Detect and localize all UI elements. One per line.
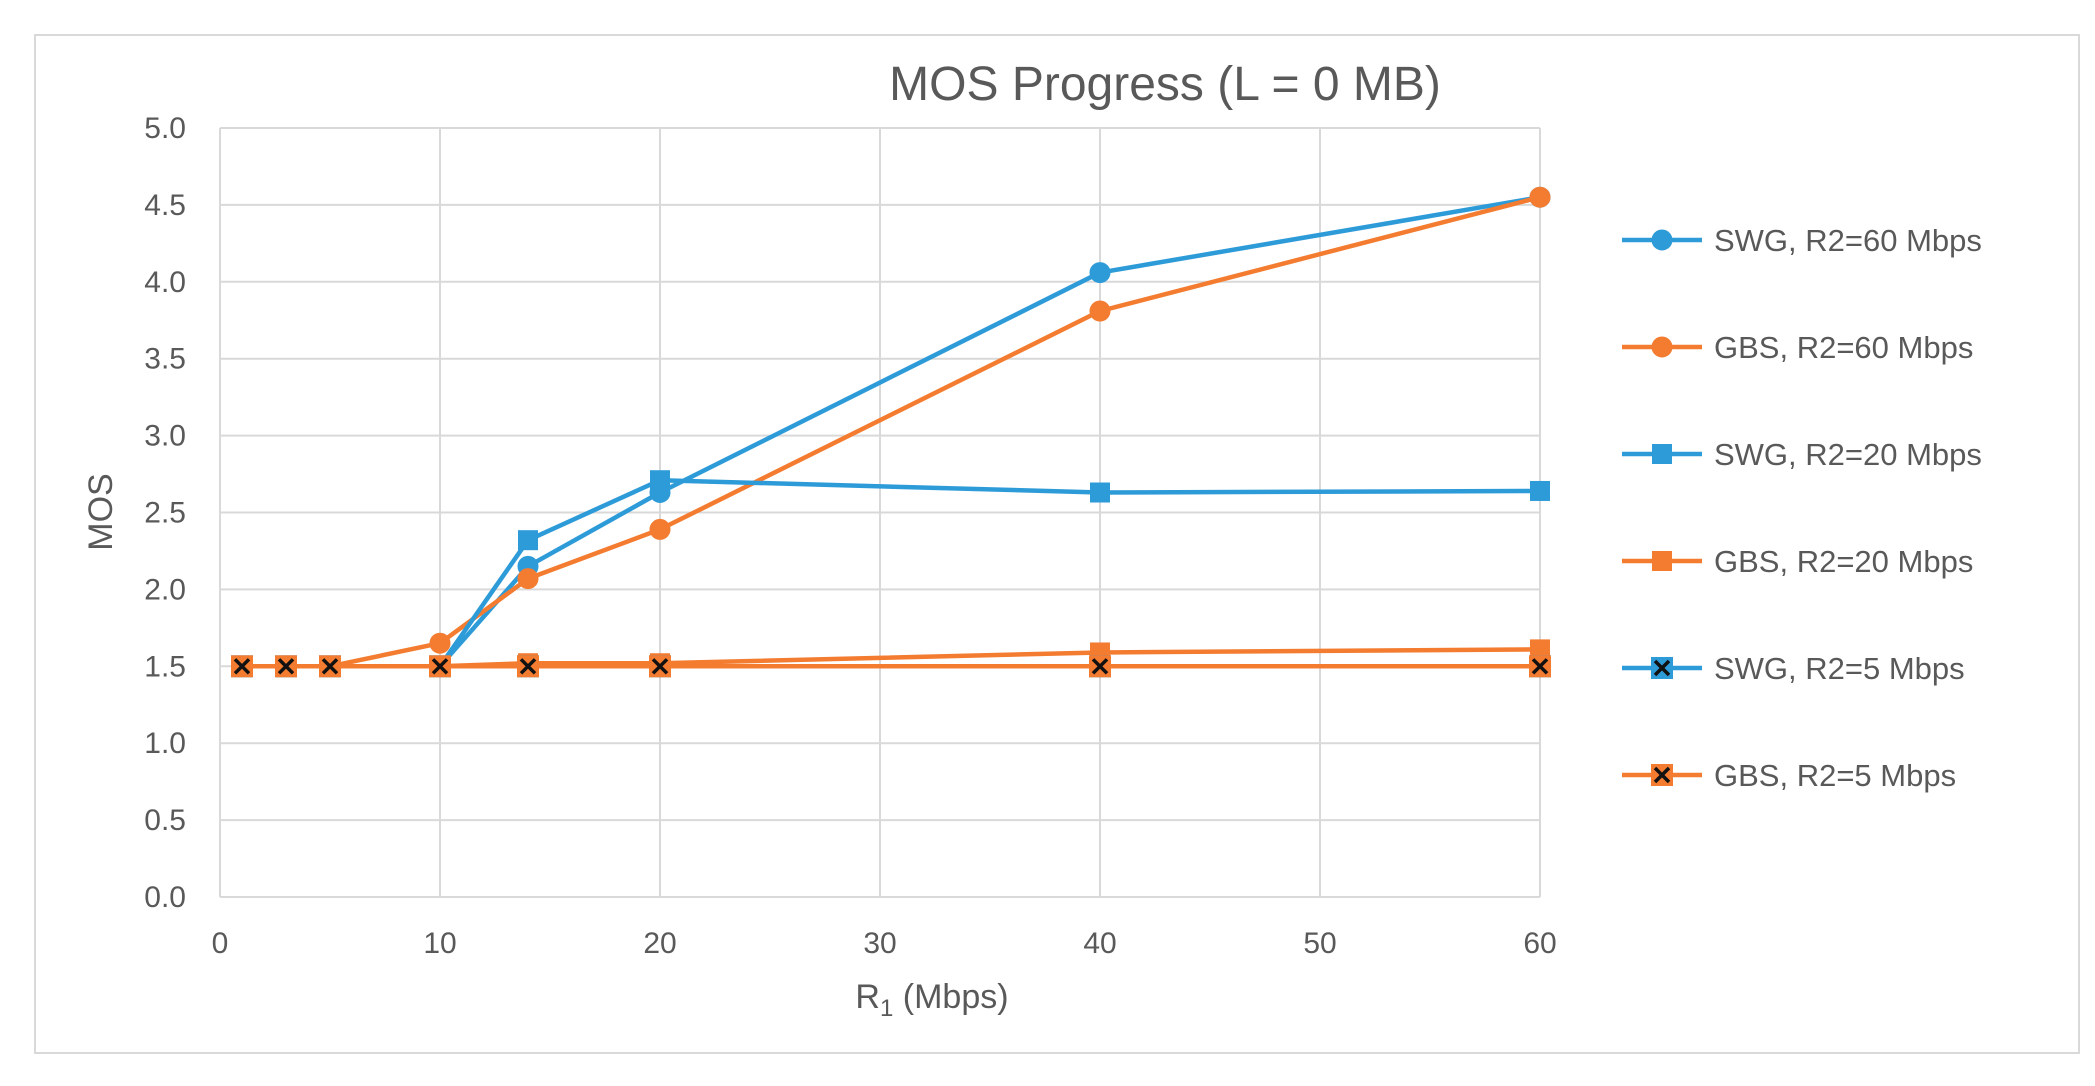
y-tick-label: 3.5 <box>144 343 186 376</box>
series-line <box>242 194 1541 669</box>
marker-cross <box>1653 766 1671 784</box>
data-point <box>1530 480 1550 501</box>
y-tick-label: 0.5 <box>144 804 186 837</box>
legend-entry: SWG, R2=5 Mbps <box>1622 651 1965 686</box>
x-axis-label-unit: (Mbps) <box>893 978 1008 1016</box>
data-point <box>1530 639 1550 660</box>
marker-cross <box>519 658 537 675</box>
y-tick-label: 2.5 <box>144 497 186 530</box>
series-1 <box>231 186 1551 677</box>
data-point <box>429 632 451 654</box>
data-point <box>1089 262 1111 284</box>
data-point <box>518 530 538 551</box>
x-tick-label: 20 <box>643 927 676 960</box>
legend-label: SWG, R2=60 Mbps <box>1714 223 1982 258</box>
series-5 <box>231 655 1551 678</box>
y-tick-label: 4.0 <box>144 266 186 299</box>
y-tick-label: 5.0 <box>144 112 186 145</box>
y-tick-label: 1.0 <box>144 727 186 760</box>
marker-cross <box>233 658 251 675</box>
x-tick-label: 40 <box>1083 927 1116 960</box>
legend-entry: GBS, R2=60 Mbps <box>1622 330 1973 365</box>
legend-marker <box>1651 657 1673 679</box>
grid <box>219 127 1541 898</box>
series-0 <box>231 186 1551 677</box>
data-point <box>275 655 297 678</box>
x-tick-label: 60 <box>1523 927 1556 960</box>
x-tick-label: 10 <box>423 927 456 960</box>
x-tick-label: 30 <box>863 927 896 960</box>
y-tick-label: 0.0 <box>144 881 186 914</box>
legend-marker <box>1651 336 1673 358</box>
y-tick-label: 1.5 <box>144 650 186 683</box>
legend-label: SWG, R2=20 Mbps <box>1714 437 1982 472</box>
legend-entry: GBS, R2=20 Mbps <box>1622 544 1973 579</box>
x-tick-label: 50 <box>1303 927 1336 960</box>
marker-cross <box>651 658 669 675</box>
legend-marker <box>1651 229 1673 251</box>
series-layer <box>231 186 1551 678</box>
data-point <box>1529 186 1551 208</box>
y-axis-label: MOS <box>82 473 120 550</box>
marker-cross <box>321 658 339 675</box>
legend-label: GBS, R2=60 Mbps <box>1714 330 1973 365</box>
legend: SWG, R2=60 Mbps GBS, R2=60 Mbps SWG, R2=20… <box>1622 223 1982 793</box>
legend-label: GBS, R2=5 Mbps <box>1714 758 1956 793</box>
y-tick-label: 3.0 <box>144 420 186 453</box>
series-line <box>242 195 1541 669</box>
legend-entry: GBS, R2=5 Mbps <box>1622 758 1956 793</box>
legend-label: SWG, R2=5 Mbps <box>1714 651 1965 686</box>
legend-entry: SWG, R2=60 Mbps <box>1622 223 1982 258</box>
data-point <box>1089 300 1111 322</box>
x-axis-label: R1 (Mbps) <box>855 978 1008 1022</box>
x-axis-label-main: R <box>855 978 880 1016</box>
data-point <box>1529 655 1551 678</box>
marker-cross <box>1091 658 1109 675</box>
legend-marker <box>1651 764 1673 786</box>
tick-labels: 0.0 0.5 1.0 1.5 2.0 2.5 3.0 3.5 4.0 4.5 5.0 0 10 20 30… <box>144 112 1556 960</box>
data-point <box>429 655 451 678</box>
legend-label: GBS, R2=20 Mbps <box>1714 544 1973 579</box>
data-point <box>319 655 341 678</box>
data-point <box>517 655 539 678</box>
data-point <box>1090 482 1110 503</box>
data-point <box>649 655 671 678</box>
legend-marker <box>1652 444 1672 464</box>
y-tick-label: 2.0 <box>144 573 186 606</box>
legend-marker <box>1652 551 1672 571</box>
data-point <box>517 568 539 590</box>
data-point <box>650 470 670 491</box>
chart-title: MOS Progress (L = 0 MB) <box>889 58 1441 111</box>
x-axis-label-subscript: 1 <box>880 995 893 1022</box>
marker-cross <box>1531 658 1549 675</box>
x-tick-label: 0 <box>212 927 229 960</box>
legend-entry: SWG, R2=20 Mbps <box>1622 437 1982 472</box>
marker-cross <box>1653 659 1671 677</box>
data-point <box>649 518 671 540</box>
data-point <box>1089 655 1111 678</box>
marker-cross <box>431 658 449 675</box>
data-point <box>231 655 253 678</box>
marker-cross <box>277 658 295 675</box>
y-tick-label: 4.5 <box>144 189 186 222</box>
